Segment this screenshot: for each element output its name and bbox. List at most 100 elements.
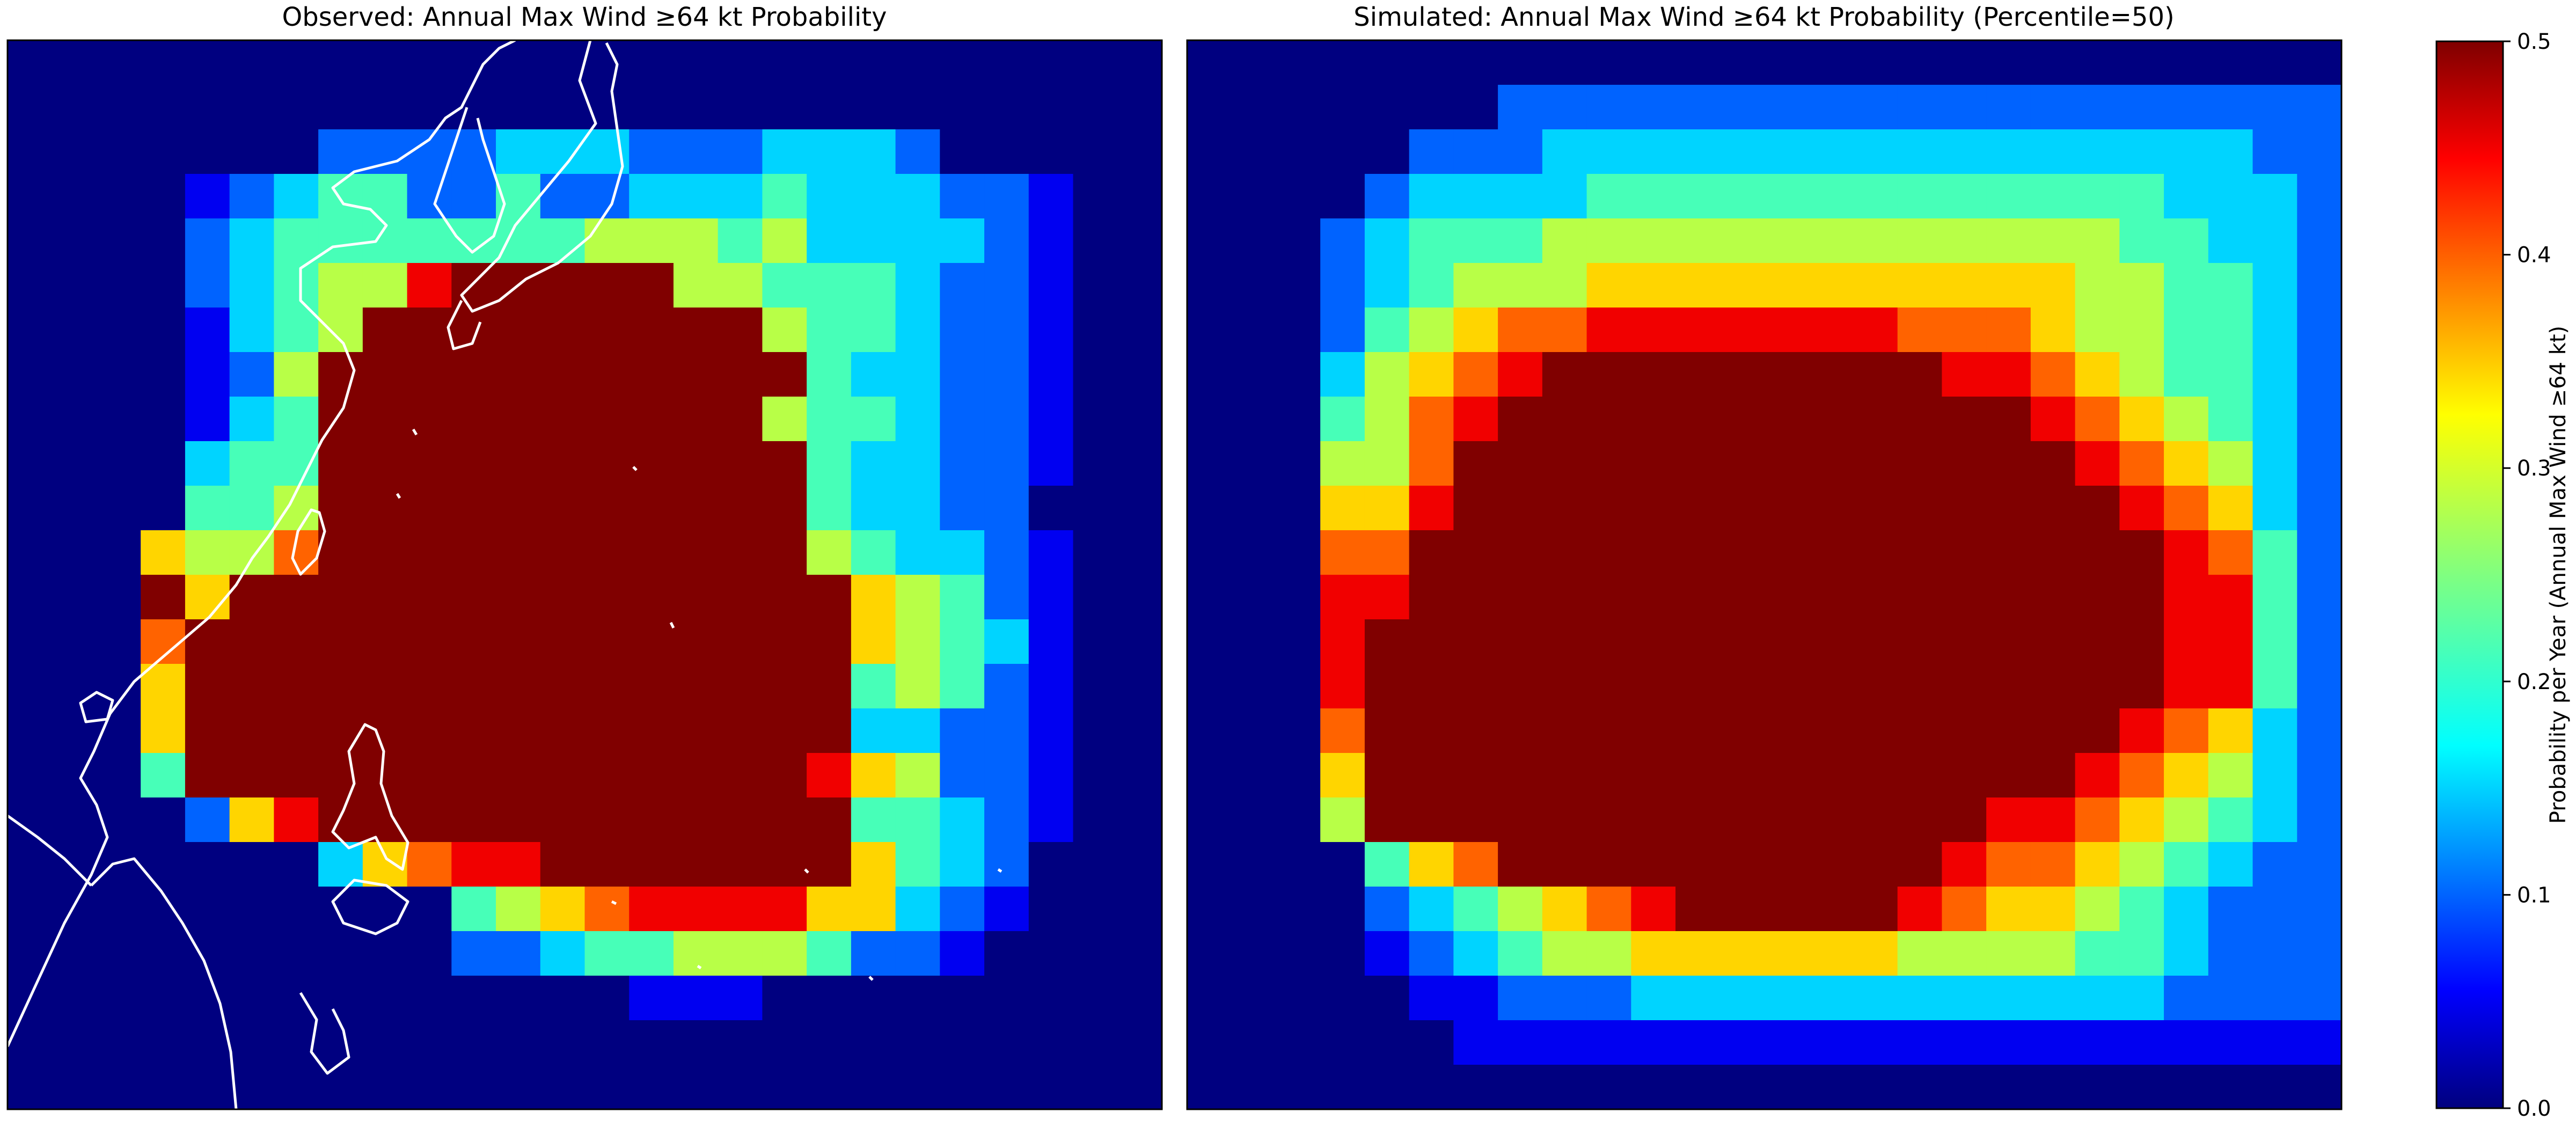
heatmap-cell — [2208, 797, 2253, 843]
heatmap-cell — [1453, 263, 1498, 308]
heatmap-cell — [1631, 129, 1676, 174]
heatmap-cell — [984, 887, 1029, 932]
heatmap-cell — [1276, 842, 1321, 887]
heatmap-cell — [96, 887, 141, 932]
heatmap-cell — [1453, 40, 1498, 85]
heatmap-cell — [540, 308, 586, 353]
heatmap-cell — [274, 575, 319, 620]
heatmap-cell — [1586, 441, 1631, 486]
heatmap-cell — [96, 842, 141, 887]
heatmap-cell — [141, 575, 186, 620]
heatmap-cell — [1631, 976, 1676, 1021]
heatmap-cell — [1986, 530, 2031, 575]
heatmap-cell — [1986, 976, 2031, 1021]
heatmap-cell — [1719, 263, 1765, 308]
heatmap-cell — [1942, 85, 1987, 130]
heatmap-cell — [1586, 931, 1631, 976]
heatmap-cell — [318, 931, 363, 976]
heatmap-cell — [1028, 352, 1074, 397]
heatmap-cell — [451, 797, 496, 843]
heatmap-cell — [274, 397, 319, 442]
heatmap-cell — [2119, 887, 2164, 932]
heatmap-cell — [1809, 263, 1854, 308]
heatmap-cell — [52, 664, 97, 709]
heatmap-cell — [96, 397, 141, 442]
heatmap-cell — [1719, 931, 1765, 976]
heatmap-cell — [984, 797, 1029, 843]
heatmap-cell — [1320, 664, 1365, 709]
heatmap-cell — [1276, 530, 1321, 575]
heatmap-cell — [1117, 40, 1162, 85]
heatmap-cell — [362, 619, 408, 664]
heatmap-cell — [229, 619, 274, 664]
heatmap-cell — [318, 308, 363, 353]
heatmap-cell — [2252, 308, 2297, 353]
heatmap-cell — [629, 931, 674, 976]
heatmap-cell — [1276, 263, 1321, 308]
heatmap-cell — [1897, 40, 1943, 85]
heatmap-cell — [940, 708, 985, 753]
heatmap-cell — [2208, 530, 2253, 575]
heatmap-cell — [1320, 842, 1365, 887]
heatmap-cell — [2208, 352, 2253, 397]
heatmap-cell — [1942, 530, 1987, 575]
heatmap-cell — [2297, 308, 2342, 353]
heatmap-cell — [584, 486, 630, 531]
heatmap-cell — [1117, 352, 1162, 397]
heatmap-cell — [1231, 931, 1277, 976]
heatmap-cell — [2075, 40, 2120, 85]
heatmap-cell — [718, 486, 763, 531]
colorbar: 0.0 0.1 0.2 0.3 0.4 0.5 Probability per Year … — [2435, 30, 2571, 1121]
heatmap-cell — [1942, 842, 1987, 887]
heatmap-cell — [52, 263, 97, 308]
heatmap-cell — [629, 352, 674, 397]
heatmap-cell — [2030, 664, 2076, 709]
heatmap-cell — [1028, 174, 1074, 219]
heatmap-cell — [274, 129, 319, 174]
heatmap-cell — [2164, 174, 2209, 219]
heatmap-cell — [1409, 441, 1454, 486]
heatmap-cell — [718, 218, 763, 264]
heatmap-cell — [1809, 664, 1854, 709]
heatmap-cell — [96, 174, 141, 219]
heatmap-cell — [1675, 664, 1721, 709]
heatmap-cell — [1028, 575, 1074, 620]
heatmap-cell — [584, 441, 630, 486]
heatmap-cell — [1364, 85, 1410, 130]
heatmap-cell — [2119, 263, 2164, 308]
heatmap-cell — [1764, 575, 1809, 620]
heatmap-cell — [895, 1065, 940, 1110]
heatmap-cell — [2164, 218, 2209, 264]
heatmap-cell — [1187, 708, 1232, 753]
heatmap-cell — [1809, 976, 1854, 1021]
heatmap-cell — [496, 619, 541, 664]
heatmap-cell — [1117, 174, 1162, 219]
heatmap-cell — [1675, 1020, 1721, 1065]
heatmap-cell — [895, 931, 940, 976]
heatmap-cell — [1897, 530, 1943, 575]
heatmap-cell — [1364, 218, 1410, 264]
heatmap-cell — [185, 575, 230, 620]
heatmap-cell — [1028, 129, 1074, 174]
heatmap-cell — [1231, 218, 1277, 264]
heatmap-cell — [1409, 1020, 1454, 1065]
heatmap-cell — [2119, 397, 2164, 442]
heatmap-cell — [1364, 308, 1410, 353]
heatmap-cell — [496, 575, 541, 620]
heatmap-cell — [2119, 174, 2164, 219]
heatmap-cell — [718, 575, 763, 620]
heatmap-cell — [1028, 263, 1074, 308]
heatmap-cell — [1986, 797, 2031, 843]
heatmap-cell — [895, 619, 940, 664]
heatmap-cell — [1028, 1020, 1074, 1065]
heatmap-cell — [1675, 976, 1721, 1021]
heatmap-cell — [141, 753, 186, 798]
heatmap-cell — [984, 664, 1029, 709]
heatmap-cell — [1276, 308, 1321, 353]
heatmap-cell — [496, 486, 541, 531]
heatmap-cell — [2030, 174, 2076, 219]
heatmap-cell — [629, 218, 674, 264]
heatmap-cell — [1764, 263, 1809, 308]
heatmap-cell — [718, 797, 763, 843]
heatmap-cell — [629, 530, 674, 575]
